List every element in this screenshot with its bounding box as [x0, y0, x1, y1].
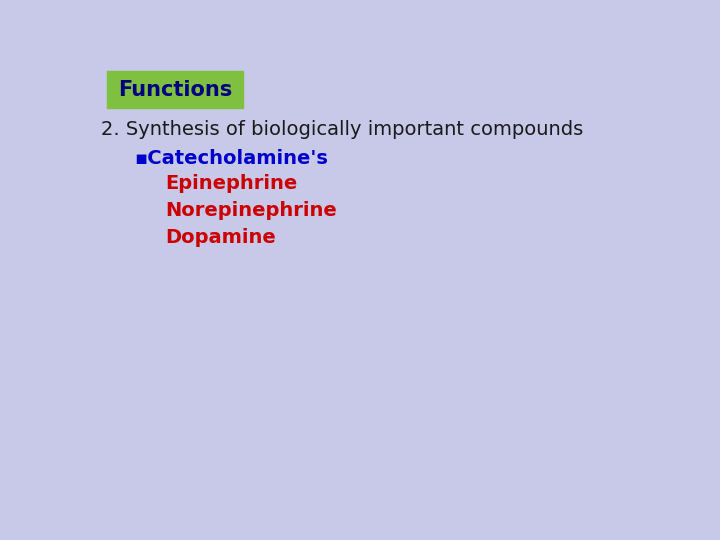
FancyBboxPatch shape [107, 71, 243, 109]
Text: 2. Synthesis of biologically important compounds: 2. Synthesis of biologically important c… [101, 120, 583, 139]
Text: Functions: Functions [118, 80, 233, 100]
Text: Dopamine: Dopamine [166, 228, 276, 247]
Text: Epinephrine: Epinephrine [166, 174, 297, 193]
Text: Norepinephrine: Norepinephrine [166, 201, 337, 220]
Text: ▪Catecholamine's: ▪Catecholamine's [135, 149, 328, 168]
